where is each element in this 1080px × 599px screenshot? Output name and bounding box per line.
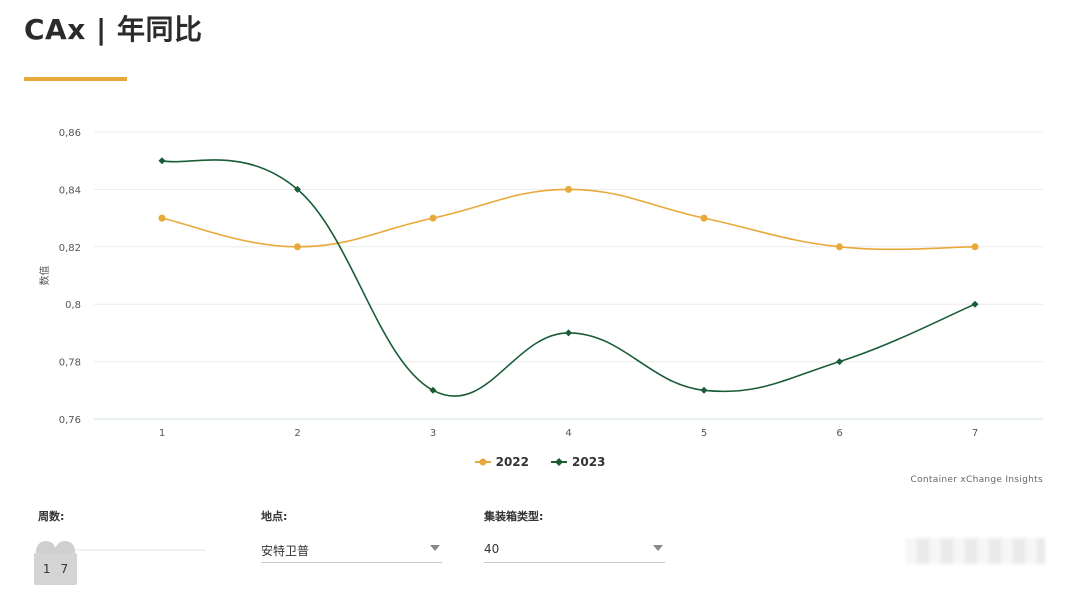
y-tick-label: 0,78 — [59, 358, 81, 369]
data-point-2022 — [158, 214, 166, 222]
data-point-2022 — [836, 243, 843, 251]
series-line-2023 — [161, 159, 976, 397]
data-point-2023 — [158, 157, 166, 165]
data-point-2023 — [836, 358, 843, 366]
y-tick-label: 0,82 — [59, 243, 81, 254]
line-chart: 0,76 0,78 0,8 0,82 0,84 0,86 1 2 3 4 5 6 7 数值 — [38, 128, 1043, 439]
blurred-watermark — [905, 538, 1045, 564]
data-point-2022 — [429, 214, 437, 222]
data-point-2022 — [700, 214, 708, 222]
y-tick-label: 0,8 — [65, 300, 81, 311]
y-tick-label: 0,76 — [59, 415, 81, 426]
chart-legend: 2022 2023 — [0, 455, 1080, 469]
container-type-select[interactable]: 40 — [484, 538, 665, 563]
data-point-2023 — [429, 386, 437, 394]
chart-credits[interactable]: Container xChange Insights — [910, 475, 1043, 485]
y-tick-label: 0,86 — [59, 128, 81, 139]
data-point-2022 — [971, 243, 979, 251]
weeks-to-value: 7 — [60, 562, 69, 576]
weeks-range-display: 1 7 — [34, 553, 77, 585]
location-filter-label: 地点: — [261, 510, 288, 523]
x-tick-label: 7 — [972, 428, 978, 439]
legend-item-2022[interactable]: 2022 — [474, 455, 529, 469]
data-point-2023 — [565, 329, 572, 337]
y-axis-label: 数值 — [38, 266, 51, 286]
x-tick-label: 4 — [565, 428, 571, 439]
data-point-2022 — [294, 243, 301, 251]
data-point-2023 — [294, 185, 301, 193]
legend-label-2022: 2022 — [495, 455, 529, 469]
title-underline — [24, 77, 127, 81]
legend-marker-circle-icon — [474, 458, 491, 466]
chevron-down-icon — [653, 545, 663, 551]
weeks-slider-track[interactable] — [38, 549, 206, 551]
container-type-select-value: 40 — [484, 542, 500, 556]
x-tick-label: 6 — [836, 428, 842, 439]
x-tick-label: 5 — [701, 428, 707, 439]
y-tick-label: 0,84 — [59, 185, 81, 196]
data-point-2023 — [971, 300, 979, 308]
data-point-2022 — [565, 185, 572, 193]
legend-label-2023: 2023 — [572, 455, 606, 469]
series-line-2022 — [161, 188, 976, 251]
x-tick-label: 3 — [430, 428, 436, 439]
container-type-filter-label: 集装箱类型: — [484, 510, 544, 523]
x-tick-label: 2 — [294, 428, 300, 439]
location-select-value: 安特卫普 — [261, 544, 310, 558]
page-title: CAx | 年同比 — [24, 13, 203, 46]
legend-item-2023[interactable]: 2023 — [551, 455, 605, 469]
chevron-down-icon — [430, 545, 440, 551]
weeks-filter-label: 周数: — [38, 510, 65, 523]
x-tick-label: 1 — [159, 428, 165, 439]
weeks-from-value: 1 — [42, 562, 51, 576]
data-point-2023 — [700, 386, 708, 394]
location-select[interactable]: 安特卫普 — [261, 538, 442, 563]
legend-marker-diamond-icon — [551, 458, 567, 466]
